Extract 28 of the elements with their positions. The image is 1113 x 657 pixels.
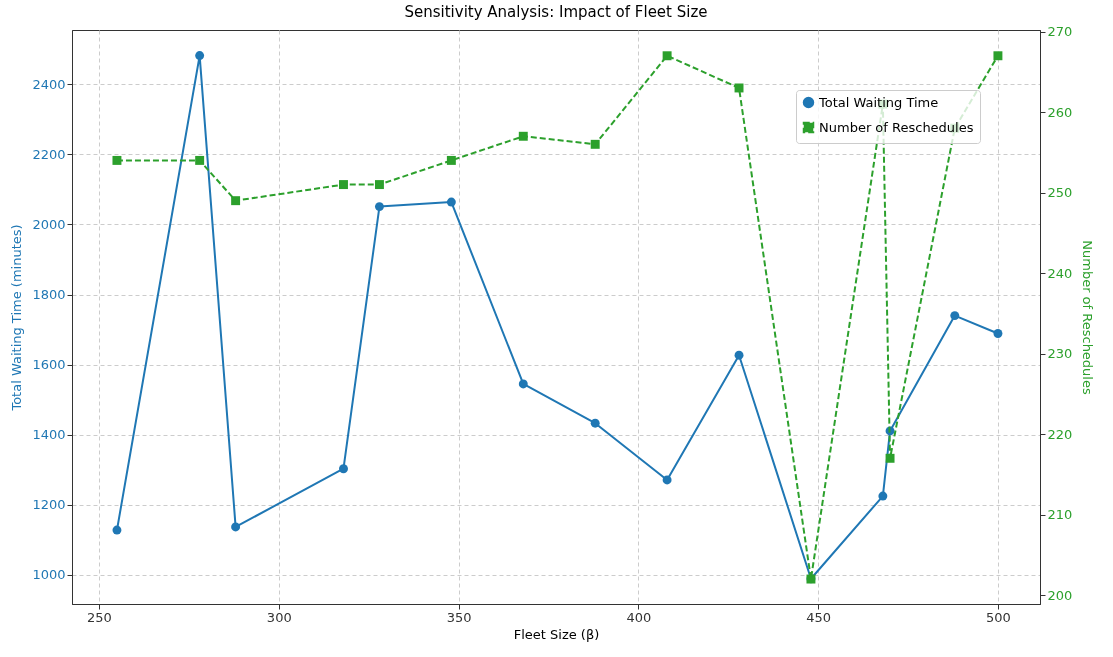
y2-tick-label: 250 (1047, 185, 1073, 201)
x-tick-label: 400 (626, 609, 652, 625)
y-tick-label: 2400 (32, 76, 66, 92)
legend-label: Number of Reschedules (819, 119, 974, 135)
y2-tick-label: 270 (1047, 24, 1073, 40)
y-tick-label: 1400 (32, 427, 66, 443)
y2-axis-title: Number of Reschedules (1080, 240, 1096, 395)
x-axis-title: Fleet Size (β) (513, 626, 600, 642)
x-tick-label: 300 (266, 609, 292, 625)
y-tick-label: 1000 (32, 567, 66, 583)
y2-tick-label: 240 (1047, 265, 1073, 281)
legend-label: Total Waiting Time (818, 94, 939, 110)
chart-title: Sensitivity Analysis: Impact of Fleet Size (404, 2, 708, 21)
y-tick-label: 1200 (32, 497, 66, 513)
y-tick-label: 1600 (32, 357, 66, 373)
y2-tick-label: 260 (1047, 104, 1073, 120)
y2-tick-label: 210 (1047, 507, 1073, 523)
y-tick-label: 2200 (32, 146, 66, 162)
x-tick-label: 450 (806, 609, 832, 625)
y2-tick-label: 200 (1047, 587, 1073, 603)
y2-tick-label: 230 (1047, 346, 1073, 362)
x-tick-label: 500 (986, 609, 1011, 625)
x-tick-label: 250 (87, 609, 112, 625)
y2-tick-label: 220 (1047, 426, 1073, 442)
y-tick-label: 2000 (32, 216, 66, 232)
x-tick-label: 350 (446, 609, 472, 625)
y-tick-label: 1800 (32, 287, 66, 303)
y-axis-title: Total Waiting Time (minutes) (9, 224, 25, 412)
